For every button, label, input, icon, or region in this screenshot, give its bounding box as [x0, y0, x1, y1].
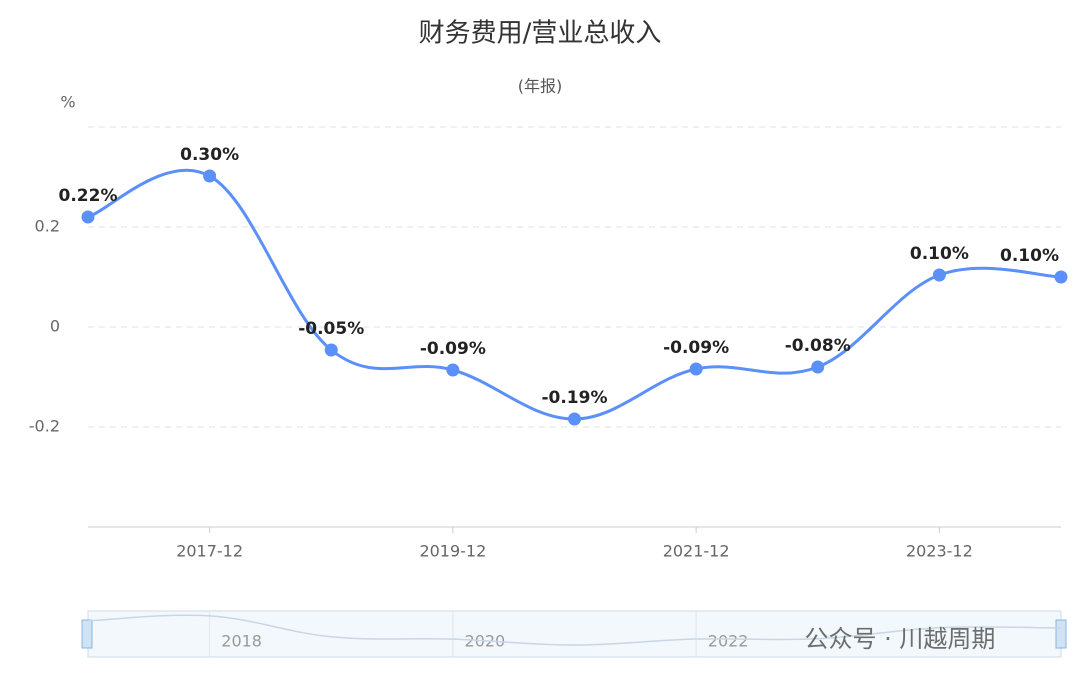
- slider-handle[interactable]: [1055, 619, 1067, 649]
- point: [932, 268, 946, 282]
- point: [811, 360, 825, 374]
- y-tick-label: 0: [50, 317, 60, 336]
- data-label: -0.19%: [541, 388, 607, 408]
- y-tick-label: -0.2: [29, 417, 60, 436]
- data-label: 0.30%: [180, 145, 239, 165]
- slider-handle[interactable]: [81, 619, 93, 649]
- chart-subtitle: (年报): [518, 77, 563, 96]
- slider-line: [87, 614, 1062, 646]
- data-label: -0.05%: [298, 319, 364, 339]
- point: [81, 210, 95, 224]
- data-label: 0.10%: [910, 244, 969, 264]
- data-label: 0.10%: [1000, 246, 1059, 266]
- point: [446, 363, 460, 377]
- chart-title: 财务费用/营业总收入: [419, 19, 662, 49]
- point: [203, 169, 217, 183]
- slider[interactable]: [87, 610, 1062, 658]
- x-tick-label: 2023-12: [906, 542, 973, 561]
- slider-label: 2018: [221, 632, 262, 651]
- point: [568, 412, 581, 426]
- data-label: 0.22%: [59, 186, 118, 206]
- line: [87, 168, 1062, 421]
- x-tick-label: 2021-12: [663, 542, 730, 561]
- slider-label: 2022: [708, 632, 749, 651]
- data-label: -0.09%: [663, 338, 729, 358]
- y-unit: %: [60, 93, 75, 112]
- y-tick-label: 0.2: [35, 217, 60, 236]
- point: [324, 343, 338, 357]
- x-tick-label: 2019-12: [419, 542, 486, 561]
- watermark: 公众号 · 川越周期: [805, 625, 996, 653]
- point: [689, 362, 703, 376]
- x-tick-label: 2017-12: [176, 542, 243, 561]
- data-label: -0.09%: [420, 339, 486, 359]
- data-label: -0.08%: [785, 336, 851, 356]
- point: [1054, 270, 1068, 284]
